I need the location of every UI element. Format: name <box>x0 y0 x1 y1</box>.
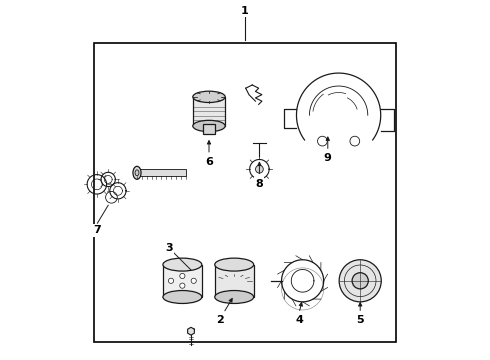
Circle shape <box>352 273 368 289</box>
Ellipse shape <box>193 120 225 132</box>
Bar <box>202 125 216 134</box>
Circle shape <box>318 136 327 146</box>
Circle shape <box>350 136 360 146</box>
Text: 5: 5 <box>356 315 364 325</box>
Ellipse shape <box>215 258 254 271</box>
Bar <box>137 169 186 176</box>
Circle shape <box>106 192 117 203</box>
Circle shape <box>255 165 263 173</box>
Circle shape <box>180 283 185 288</box>
Circle shape <box>180 273 185 279</box>
Ellipse shape <box>133 166 141 179</box>
Circle shape <box>169 278 173 283</box>
Text: 3: 3 <box>166 243 173 253</box>
Text: 7: 7 <box>94 225 101 235</box>
Bar <box>193 97 225 126</box>
Text: 2: 2 <box>216 315 223 325</box>
Ellipse shape <box>163 291 202 303</box>
Ellipse shape <box>135 170 139 176</box>
Bar <box>94 43 396 342</box>
Ellipse shape <box>193 91 225 103</box>
Text: 8: 8 <box>255 179 263 189</box>
Bar <box>163 265 202 297</box>
Circle shape <box>339 260 381 302</box>
Bar <box>215 265 254 297</box>
Text: 9: 9 <box>324 153 332 163</box>
Text: 6: 6 <box>205 157 213 167</box>
Text: 1: 1 <box>241 6 249 16</box>
Text: 4: 4 <box>295 315 303 325</box>
Polygon shape <box>188 327 195 335</box>
Circle shape <box>191 278 196 283</box>
Ellipse shape <box>163 258 202 271</box>
Ellipse shape <box>215 291 254 303</box>
